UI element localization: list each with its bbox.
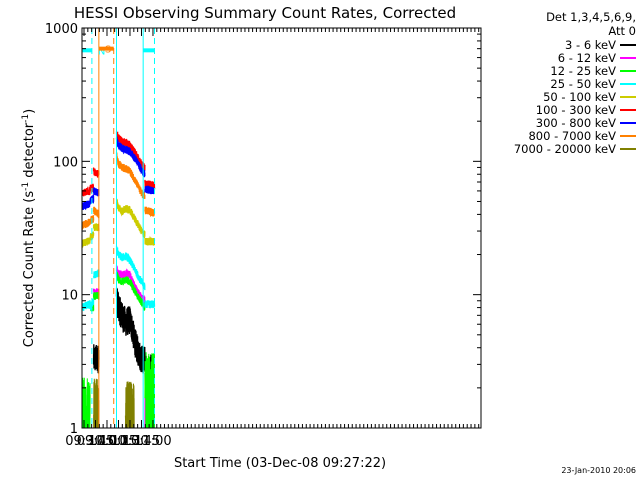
y-axis-label: Corrected Count Rate (s-1 detector-1) — [21, 109, 37, 347]
series-50-100kev-segment-4 — [144, 235, 156, 246]
legend-swatch — [620, 109, 636, 112]
chart-title: HESSI Observing Summary Count Rates, Cor… — [74, 4, 456, 22]
series-300-800kev-segment-3 — [115, 136, 146, 178]
legend-entry-label: 7000 - 20000 keV — [513, 142, 616, 157]
legend-swatch — [620, 135, 636, 138]
series-12-25kev-segment-3 — [115, 271, 146, 311]
legend-entry-label: 25 - 50 keV — [550, 76, 616, 91]
series-800-7000kev-segment-0 — [82, 218, 91, 230]
series-25-50kev-segment-1 — [89, 298, 95, 311]
series-50-100kev-segment-2 — [92, 223, 100, 232]
series-800-7000kev-segment-1 — [89, 215, 95, 225]
legend-entry-label: 6 - 12 keV — [557, 50, 616, 65]
series-12-25kev-segment-4 — [144, 352, 155, 428]
plot-frame — [81, 27, 482, 429]
flag-label-n: N — [98, 46, 105, 57]
x-tick-label: 11:00 — [134, 434, 171, 449]
x-tick-label: 10:45 — [123, 434, 160, 449]
series-300-800kev-segment-2 — [92, 187, 100, 197]
series-300-800kev-segment-0 — [82, 200, 91, 211]
series-800-7000kev-segment-4 — [144, 206, 156, 218]
series-25-50kev-segment-2 — [92, 269, 100, 279]
series-3-6kev-segment-0 — [92, 344, 100, 374]
x-tick-label: 09:30 — [65, 434, 102, 449]
plot-area: N S 1 10 100 1000 09:3009:4510:0010:1510:3010:… — [45, 22, 482, 449]
legend-swatch — [620, 56, 636, 59]
series-100-300kev-segment-3 — [115, 131, 146, 171]
x-tick-label: 10:00 — [88, 434, 125, 449]
legend-entry: 25 - 50 keV — [496, 76, 636, 91]
series-800-7000kev-segment-2 — [92, 206, 100, 219]
legend-swatch — [620, 148, 636, 151]
legend-swatch — [620, 69, 636, 72]
legend-swatch — [620, 122, 636, 125]
legend-entry-label: 300 - 800 keV — [535, 116, 616, 131]
x-tick-label: 09:45 — [77, 434, 114, 449]
y-tick-label: 1 — [70, 422, 78, 437]
legend-swatch — [620, 95, 636, 98]
legend-entry-label: 3 - 6 keV — [565, 37, 616, 52]
timestamp: 23-Jan-2010 20:06 — [561, 466, 636, 475]
legend-entry: 100 - 300 keV — [496, 103, 636, 118]
series-100-300kev-segment-0 — [82, 185, 91, 197]
legend-entry-label: 50 - 100 keV — [543, 89, 616, 104]
series-25-50kev-segment-3 — [115, 245, 146, 291]
x-tick-label: 10:15 — [100, 434, 137, 449]
series-7000-20000kev-segment-1 — [124, 381, 135, 428]
series-50-100kev-segment-1 — [89, 231, 95, 241]
legend-entry: 12 - 25 keV — [496, 63, 636, 78]
series-12-25kev-segment-0 — [82, 377, 91, 428]
legend-entry-label: 100 - 300 keV — [535, 103, 616, 118]
legend-entry: 7000 - 20000 keV — [496, 142, 636, 157]
legend-header-detectors: Det 1,3,4,5,6,9, — [546, 10, 636, 24]
legend-entry-label: 12 - 25 keV — [550, 63, 616, 78]
y-tick-label: 1000 — [45, 22, 78, 37]
y-tick-label: 10 — [61, 289, 78, 304]
series-800-7000kev-segment-3 — [115, 152, 146, 199]
legend-header-attenuator: Att 0 — [608, 24, 636, 38]
series-300-800kev-segment-4 — [144, 185, 156, 195]
series-50-100kev-segment-3 — [115, 198, 146, 239]
legend-entry: 50 - 100 keV — [496, 89, 636, 104]
legend-entry: 300 - 800 keV — [496, 116, 636, 131]
legend-swatch — [620, 43, 636, 46]
series-25-50kev-segment-4 — [144, 300, 156, 310]
x-tick-label: 10:30 — [111, 434, 148, 449]
legend-entry: 800 - 7000 keV — [496, 129, 636, 144]
legend: Det 1,3,4,5,6,9, Att 0 3 - 6 keV 6 - 12 k… — [496, 10, 636, 156]
legend-swatch — [620, 82, 636, 85]
series-100-300kev-segment-2 — [92, 167, 100, 178]
series-25-50kev-segment-0 — [82, 300, 91, 311]
y-tick-label: 100 — [53, 155, 78, 170]
data-layer — [82, 131, 156, 428]
series-12-25kev-segment-2 — [92, 292, 100, 300]
legend-entry: 6 - 12 keV — [496, 50, 636, 65]
series-7000-20000kev-segment-0 — [93, 378, 100, 428]
series-50-100kev-segment-0 — [82, 236, 91, 248]
legend-entry-label: 800 - 7000 keV — [528, 129, 616, 144]
series-3-6kev-segment-1 — [115, 287, 146, 374]
legend-entry: 3 - 6 keV — [496, 37, 636, 52]
x-axis-label: Start Time (03-Dec-08 09:27:22) — [174, 456, 386, 471]
flag-label-s: S — [105, 45, 111, 56]
